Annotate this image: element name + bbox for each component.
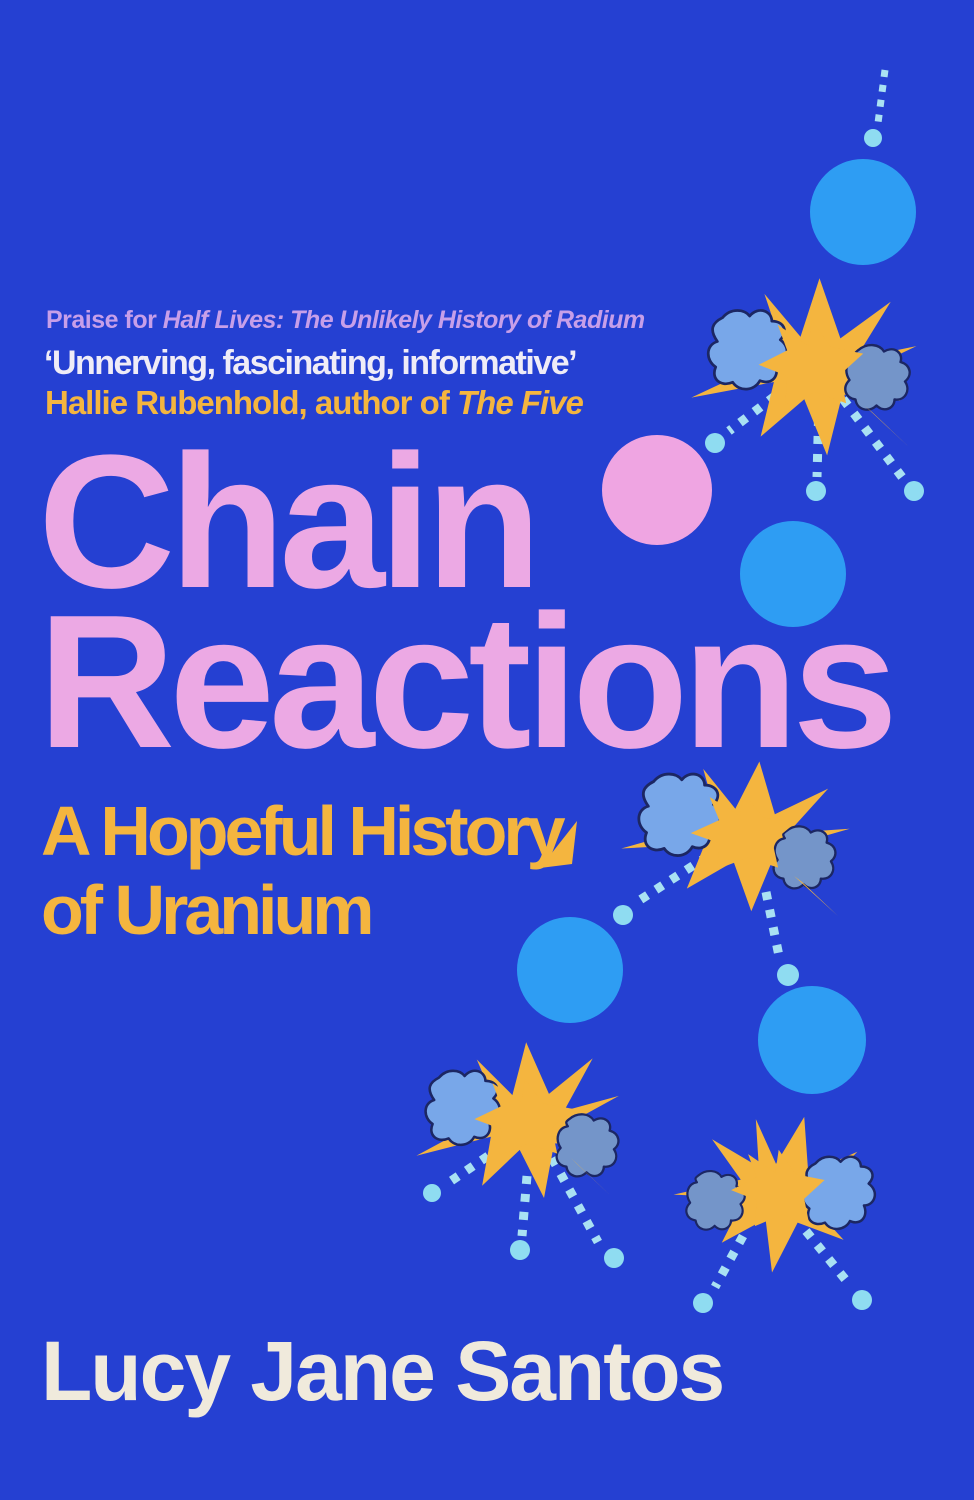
starburst-icon (616, 748, 856, 921)
book-title-line2: Reactions (38, 576, 898, 788)
attribution-lead: Hallie Rubenhold, author of (45, 384, 457, 421)
praise-quote: ‘Unnerving, fascinating, informative’ (44, 344, 578, 382)
praise-attribution: Hallie Rubenhold, author of The Five (45, 384, 584, 421)
particle-dot-icon (777, 964, 799, 986)
dotted-trail-icon (613, 852, 799, 986)
particle-dot-icon (423, 1184, 441, 1202)
attribution-work-title: The Five (457, 384, 584, 421)
praise-work-title: Half Lives: The Unlikely History of Radi… (162, 306, 645, 334)
particle-dot-icon (904, 481, 924, 501)
author-name: Lucy Jane Santos (41, 1324, 725, 1418)
particle-dot-icon (604, 1248, 624, 1268)
atom-circle-icon (758, 986, 866, 1094)
dotted-trail-icon (864, 69, 889, 147)
dotted-trail-icon (693, 1228, 872, 1313)
dotted-trail-icon (423, 1152, 624, 1268)
particle-dot-icon (613, 905, 633, 925)
pink-atom-circle-icon (602, 435, 712, 545)
particle-dot-icon (705, 433, 725, 453)
atom-circle-icon (517, 917, 623, 1023)
atom-circle-icon (810, 159, 916, 265)
starburst-icon (661, 1090, 884, 1291)
praise-lead: Praise for (46, 306, 163, 334)
book-subtitle-line1: A Hopeful History (41, 792, 566, 870)
particle-dot-icon (693, 1293, 713, 1313)
dotted-trail-icon (705, 392, 924, 501)
starburst-icon (408, 1036, 626, 1207)
book-subtitle: A Hopeful History of Uranium (41, 792, 566, 950)
book-title: Chain Reactions (38, 416, 898, 788)
book-title-line1: Chain (38, 416, 542, 628)
particle-dot-icon (852, 1290, 872, 1310)
starburst-icon (691, 278, 917, 456)
burst-shard-icon (540, 821, 577, 868)
book-subtitle-line2: of Uranium (41, 871, 374, 949)
particle-dot-icon (864, 129, 882, 147)
particle-dot-icon (806, 481, 826, 501)
praise-heading: Praise for Half Lives: The Unlikely Hist… (46, 308, 645, 333)
atom-circle-icon (740, 521, 846, 627)
particle-dot-icon (510, 1240, 530, 1260)
